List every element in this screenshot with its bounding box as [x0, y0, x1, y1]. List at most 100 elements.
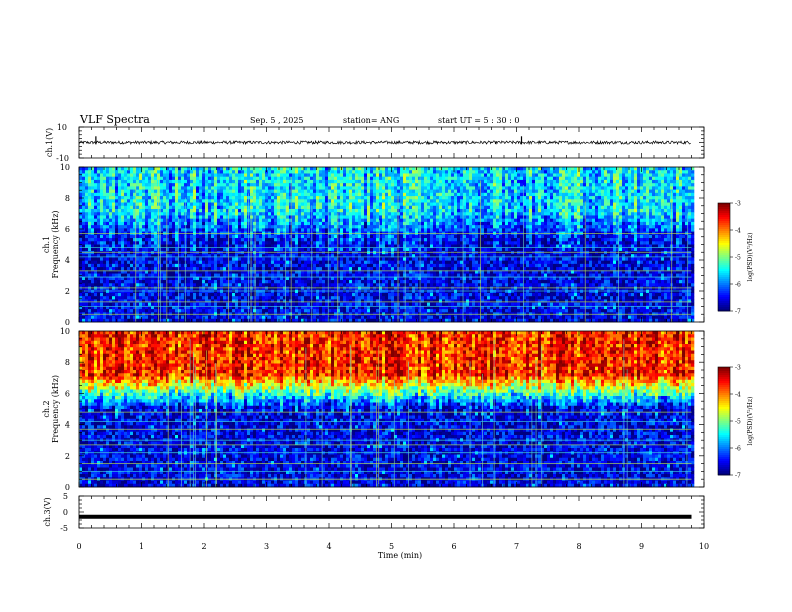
spec-cell [88, 316, 91, 320]
spec-cell [127, 309, 130, 313]
spec-cell [136, 290, 139, 294]
spec-cell [118, 248, 121, 252]
spec-cell [151, 261, 154, 265]
spec-cell [112, 238, 115, 242]
spec-cell [181, 186, 184, 190]
spec-cell [124, 251, 127, 255]
spec-cell [175, 170, 178, 174]
spec-cell [145, 257, 148, 261]
spec-cell [145, 177, 148, 181]
spec-cell [94, 222, 97, 226]
spec-cell [154, 222, 157, 226]
spec-cell [130, 290, 133, 294]
spec-cell [169, 257, 172, 261]
spec-cell [139, 180, 142, 184]
spec-cell [85, 190, 88, 194]
spec-cell [97, 267, 100, 271]
spec-cell [91, 215, 94, 219]
spec-cell [97, 180, 100, 184]
spec-cell [145, 283, 148, 287]
spec-cell [112, 215, 115, 219]
spec-cell [85, 177, 88, 181]
spec-cell [142, 303, 145, 307]
spec-cell [109, 228, 112, 232]
spec-cell [85, 203, 88, 207]
spec-cell [82, 183, 85, 187]
spec-cell [148, 251, 151, 255]
spec-cell [130, 283, 133, 287]
spec-cell [82, 199, 85, 203]
spec-cell [130, 186, 133, 190]
spec-cell [187, 203, 190, 207]
spec-cell [184, 299, 187, 303]
spec-cell [91, 190, 94, 194]
spec-cell [175, 196, 178, 200]
spec-cell [109, 180, 112, 184]
spec-cell [124, 193, 127, 197]
spec-cell [109, 248, 112, 252]
spec-cell [145, 183, 148, 187]
spec-cell [136, 196, 139, 200]
spec-cell [160, 183, 163, 187]
spec-cell [106, 241, 109, 245]
spec-cell [187, 267, 190, 271]
spec-cell [115, 264, 118, 268]
spec-cell [82, 186, 85, 190]
ch1-waveform-panel: 10-10ch.1(V) [45, 123, 704, 163]
spec-cell [136, 280, 139, 284]
spec-cell [133, 180, 136, 184]
spec-cell [145, 264, 148, 268]
spec-cell [175, 235, 178, 239]
spec-cell [130, 235, 133, 239]
ch1-spectrogram-panel: 0246810ch.1 Frequency (kHz) [42, 163, 704, 327]
spec-cell [103, 203, 106, 207]
spec-cell [91, 222, 94, 226]
spec-cell [127, 264, 130, 268]
spec-cell [121, 267, 124, 271]
spec-cell [103, 177, 106, 181]
spec-cell [163, 248, 166, 252]
spec-cell [145, 203, 148, 207]
spec-cell [91, 183, 94, 187]
spec-cell [94, 219, 97, 223]
spec-cell [112, 274, 115, 278]
spec-cell [127, 238, 130, 242]
spec-cell [91, 267, 94, 271]
spec-cell [163, 222, 166, 226]
spec-cell [106, 196, 109, 200]
spec-cell [163, 267, 166, 271]
spec-cell [97, 235, 100, 239]
spec-cell [181, 219, 184, 223]
spec-cell [130, 303, 133, 307]
spec-cell [148, 196, 151, 200]
spec-cell [106, 251, 109, 255]
spec-cell [82, 299, 85, 303]
spec-cell [115, 267, 118, 271]
spec-cell [118, 251, 121, 255]
spec-cell [172, 190, 175, 194]
spec-cell [187, 251, 190, 255]
spec-cell [112, 196, 115, 200]
spec-cell [190, 299, 193, 303]
spec-cell [181, 257, 184, 261]
spec-cell [82, 296, 85, 300]
spec-cell [151, 206, 154, 210]
spec-cell [190, 212, 193, 216]
spec-cell [97, 196, 100, 200]
spec-cell [187, 196, 190, 200]
spec-cell [148, 167, 151, 171]
spec-cell [79, 290, 82, 294]
spec-cell [184, 219, 187, 223]
spec-cell [109, 257, 112, 261]
spec-cell [85, 303, 88, 307]
spec-cell [154, 190, 157, 194]
ch1-ytick-label: -10 [56, 154, 69, 163]
spec-cell [88, 309, 91, 313]
spec-cell [184, 280, 187, 284]
spec-cell [133, 170, 136, 174]
spec-cell [190, 290, 193, 294]
spec-cell [145, 303, 148, 307]
spec-cell [172, 248, 175, 252]
spec-cell [82, 170, 85, 174]
spec-cell [88, 196, 91, 200]
